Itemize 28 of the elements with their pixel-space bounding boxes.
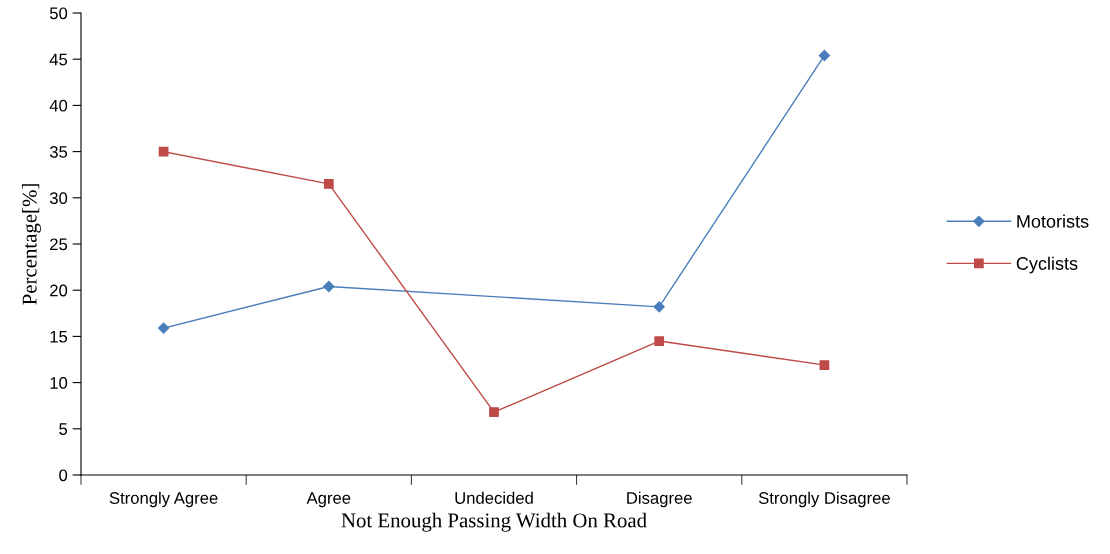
legend-label: Cyclists xyxy=(1016,256,1078,274)
y-tick-label: 45 xyxy=(49,53,68,66)
point xyxy=(489,407,499,418)
x-tick-label: Agree xyxy=(306,492,351,508)
x-tick-label: Disagree xyxy=(627,491,692,508)
x-tick-label: Strongly Disagree xyxy=(758,491,890,508)
x-tick-label: Strongly Agree xyxy=(109,491,218,508)
point xyxy=(323,280,335,293)
y-tick-label: 30 xyxy=(49,192,68,204)
legend-label: Motorists xyxy=(1017,214,1089,228)
y-tick-label: 25 xyxy=(50,238,68,251)
y-tick-label: 5 xyxy=(59,423,68,435)
point xyxy=(654,336,665,346)
y-tick-label: 40 xyxy=(49,99,68,112)
point xyxy=(157,322,170,334)
point xyxy=(818,49,831,62)
point xyxy=(323,179,334,189)
point xyxy=(819,360,830,370)
y-tick-label: 0 xyxy=(59,469,68,482)
point xyxy=(653,301,665,313)
x-tick-label: Undecided xyxy=(455,491,533,504)
y-tick-label: 35 xyxy=(49,146,68,158)
y-tick-label: 20 xyxy=(50,284,68,297)
y-tick-label: 50 xyxy=(49,7,68,20)
y-axis-title: Percentage[%] xyxy=(21,184,41,305)
y-tick-label: 15 xyxy=(50,330,68,343)
y-tick-label: 10 xyxy=(50,377,68,389)
x-axis-title: Not Enough Passing Width On Road xyxy=(341,512,647,532)
